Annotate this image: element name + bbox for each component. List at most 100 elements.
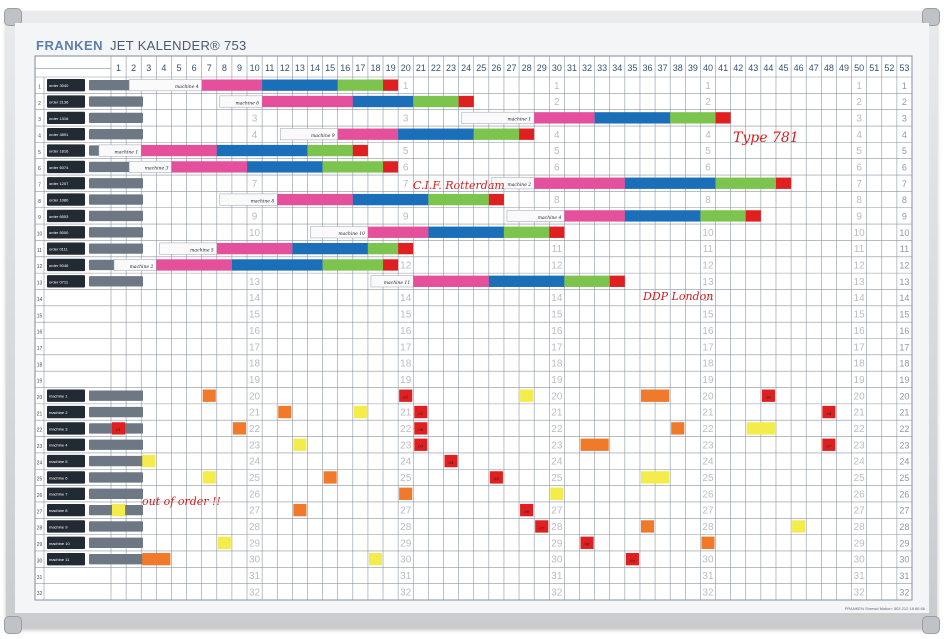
event-marker-yellow	[112, 503, 126, 517]
label-track	[89, 521, 143, 532]
label-track	[89, 243, 143, 254]
week-number: 5	[177, 63, 182, 73]
watermark-row-number: 15	[854, 310, 866, 321]
watermark-row-number: 19	[854, 375, 866, 386]
order-label-text: machine 7	[49, 492, 68, 497]
event-marker-orange	[142, 552, 171, 566]
schedule-bar-segment-green	[670, 112, 716, 124]
week-number: 7	[207, 63, 212, 73]
watermark-row-number: 14	[702, 293, 714, 304]
frame-corner	[922, 8, 940, 26]
event-marker-red	[580, 536, 594, 549]
schedule-bar-segment-blue	[624, 210, 701, 222]
event-marker-red	[520, 503, 534, 517]
job-label: machine 3	[145, 166, 169, 172]
watermark-row-number: 30	[702, 555, 714, 566]
watermark-row-number: 28	[854, 522, 866, 533]
row-number-right: 23	[899, 440, 909, 450]
watermark-row-number: 9	[856, 212, 862, 223]
watermark-row-number: 30	[249, 555, 261, 566]
row-number-right: 21	[899, 408, 909, 418]
job-label: machine 2	[130, 264, 154, 270]
watermark-row-number: 26	[702, 489, 714, 500]
order-label-slot	[47, 520, 85, 533]
watermark-row-number: 5	[554, 146, 560, 157]
row-number: 5	[38, 150, 41, 156]
week-number: 13	[295, 63, 305, 73]
schedule-bar-segment-red	[519, 128, 535, 140]
watermark-row-number: 7	[856, 179, 862, 190]
watermark-row-number: 15	[249, 310, 261, 321]
week-number: 39	[688, 63, 698, 73]
order-label-text: order 0711	[49, 279, 69, 284]
event-marker-yellow	[550, 487, 564, 500]
schedule-bar-segment-red	[458, 95, 474, 108]
watermark-row-number: 1	[856, 81, 862, 92]
week-number: 49	[839, 63, 849, 73]
week-number: 2	[131, 63, 136, 73]
watermark-row-number: 22	[400, 424, 412, 435]
week-number: 48	[824, 63, 834, 73]
order-label-slot	[47, 209, 85, 223]
watermark-row-number: 16	[551, 326, 563, 337]
week-number: 22	[431, 63, 441, 73]
watermark-row-number: 24	[551, 457, 563, 468]
event-marker-orange	[701, 536, 715, 549]
event-marker-yellow	[217, 536, 231, 549]
event-marker-yellow	[792, 520, 806, 533]
event-marker-red	[822, 405, 836, 419]
row-number-right: 6	[902, 162, 907, 172]
row-number-right: 25	[899, 473, 909, 483]
job-label: machine 6	[235, 100, 259, 106]
order-label-slot	[47, 79, 85, 92]
week-number: 25	[476, 63, 486, 73]
watermark-row-number: 30	[400, 555, 412, 566]
order-label-slot	[47, 258, 85, 272]
row-number-right: 29	[899, 538, 909, 548]
order-label-text: order 1080	[49, 198, 69, 203]
order-label-text: machine 6	[49, 475, 68, 480]
event-marker-yellow	[640, 471, 670, 484]
event-marker-yellow	[293, 438, 307, 451]
watermark-row-number: 5	[705, 146, 711, 157]
label-track	[89, 194, 143, 205]
watermark-row-number: 26	[249, 489, 261, 500]
row-number-right: 17	[899, 342, 909, 352]
watermark-row-number: 11	[703, 244, 714, 255]
week-number: 44	[763, 63, 773, 73]
watermark-row-number: 31	[702, 571, 714, 582]
watermark-row-number: 6	[856, 162, 862, 173]
label-track	[89, 96, 143, 107]
event-marker-number: 04	[826, 411, 832, 416]
row-number: 9	[38, 215, 41, 221]
product-name: JET KALENDER® 753	[110, 38, 247, 53]
order-label-slot	[47, 95, 85, 108]
watermark-row-number: 11	[854, 244, 865, 255]
schedule-bar-segment-blue	[352, 95, 414, 108]
event-marker-orange	[640, 389, 670, 402]
schedule-bar-segment-blue	[428, 226, 504, 238]
schedule-bar-segment-red	[775, 177, 792, 189]
watermark-row-number: 24	[400, 457, 412, 468]
schedule-bar-segment-green	[367, 242, 399, 255]
row-number-right: 13	[899, 277, 909, 287]
frame-corner	[922, 616, 940, 634]
watermark-row-number: 1	[403, 81, 409, 92]
schedule-bar-segment-red	[398, 242, 414, 255]
watermark-row-number: 4	[856, 130, 862, 141]
job-label-card	[279, 128, 338, 141]
watermark-row-number: 20	[551, 391, 563, 402]
watermark-row-number: 23	[854, 440, 866, 451]
row-number-right: 20	[899, 391, 909, 401]
job-label: machine 5	[190, 247, 214, 253]
label-track	[89, 439, 143, 450]
schedule-bar-segment-pink	[277, 193, 353, 206]
watermark-row-number: 23	[249, 440, 261, 451]
schedule-bar-segment-green	[715, 177, 776, 189]
order-label-slot	[47, 552, 85, 566]
label-track	[89, 129, 143, 140]
schedule-bar-segment-red	[383, 161, 399, 173]
watermark-row-number: 25	[702, 473, 714, 484]
week-number: 28	[522, 63, 532, 73]
week-number: 3	[146, 63, 151, 73]
